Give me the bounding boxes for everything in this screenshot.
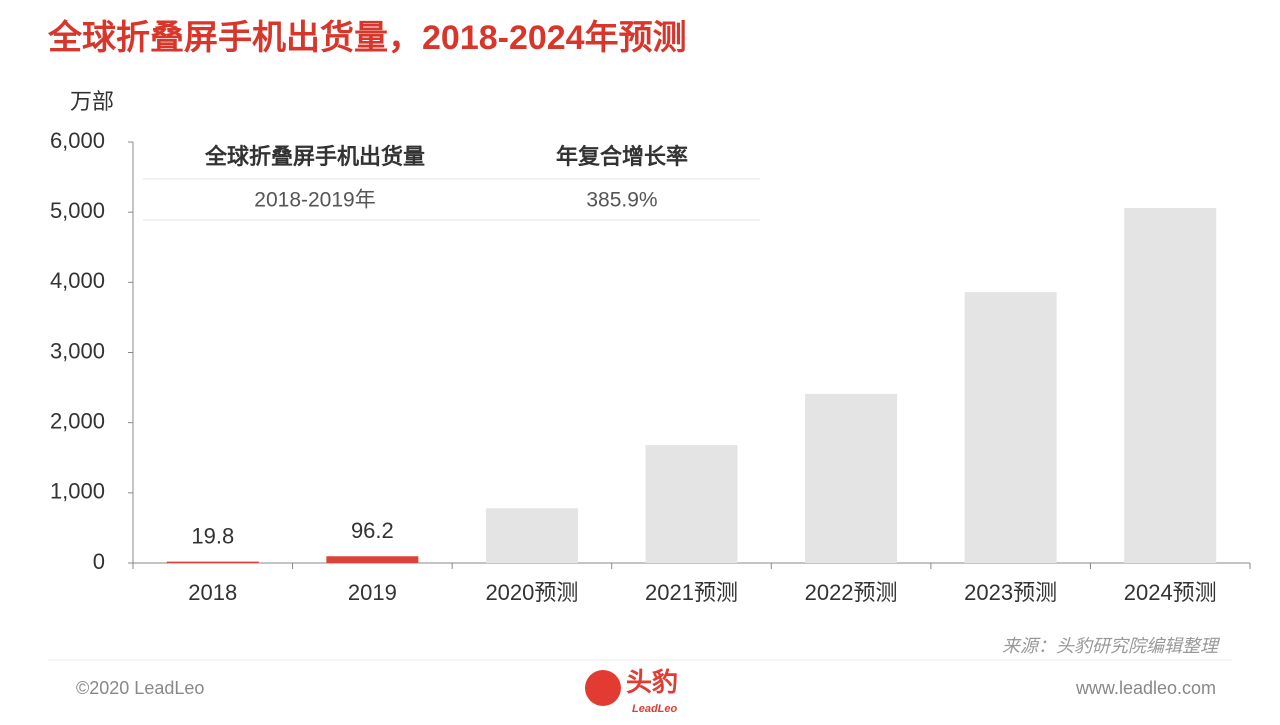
bar xyxy=(805,393,898,563)
y-tick-label: 3,000 xyxy=(50,338,105,363)
bar xyxy=(964,292,1057,563)
x-tick-label: 2018 xyxy=(188,580,237,605)
copyright: ©2020 LeadLeo xyxy=(76,678,204,698)
y-tick-label: 6,000 xyxy=(50,128,105,153)
y-tick-label: 0 xyxy=(93,549,105,574)
chart-title: 全球折叠屏手机出货量，2018-2024年预测 xyxy=(47,18,687,57)
y-tick-label: 5,000 xyxy=(50,198,105,223)
x-tick-label: 2024预测 xyxy=(1124,580,1217,605)
logo-icon xyxy=(585,670,621,706)
x-tick-label: 2023预测 xyxy=(964,580,1057,605)
y-tick-label: 2,000 xyxy=(50,408,105,433)
logo-text: 头豹 xyxy=(626,667,678,697)
x-tick-label: 2022预测 xyxy=(805,580,898,605)
table-cell: 2018-2019年 xyxy=(254,189,375,212)
table-header: 全球折叠屏手机出货量 xyxy=(204,144,425,169)
logo-subtext: LeadLeo xyxy=(632,703,678,715)
source: 来源：头豹研究院编辑整理 xyxy=(1002,636,1221,656)
data-label: 96.2 xyxy=(351,518,394,543)
bar xyxy=(485,508,578,563)
bar xyxy=(645,445,738,563)
data-label: 19.8 xyxy=(191,523,234,548)
y-tick-label: 4,000 xyxy=(50,268,105,293)
x-tick-label: 2020预测 xyxy=(485,580,578,605)
y-tick-label: 1,000 xyxy=(50,479,105,504)
bar xyxy=(1124,207,1217,563)
table-header: 年复合增长率 xyxy=(556,144,688,169)
x-tick-label: 2021预测 xyxy=(645,580,738,605)
table-cell: 385.9% xyxy=(586,189,657,212)
url: www.leadleo.com xyxy=(1075,678,1216,698)
bar xyxy=(326,556,419,563)
y-axis-label: 万部 xyxy=(70,89,114,114)
x-tick-label: 2019 xyxy=(348,580,397,605)
bar xyxy=(166,561,259,563)
